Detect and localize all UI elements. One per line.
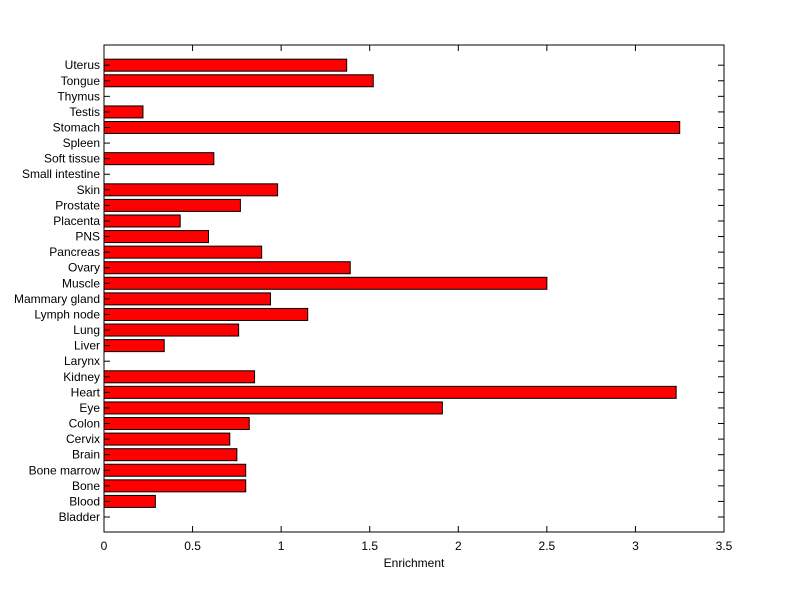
y-tick-label-ovary: Ovary bbox=[68, 261, 100, 275]
bar-mammary-gland bbox=[103, 292, 272, 306]
y-tick-label-muscle: Muscle bbox=[62, 276, 100, 290]
y-tick-label-kidney: Kidney bbox=[63, 370, 100, 384]
bar-pancreas bbox=[103, 245, 263, 259]
bar-bone-marrow bbox=[103, 463, 247, 477]
y-tick-label-eye: Eye bbox=[79, 401, 100, 415]
ticks-layer bbox=[103, 45, 725, 532]
y-tick-label-blood: Blood bbox=[69, 494, 100, 508]
y-tick-label-cervix: Cervix bbox=[66, 432, 100, 446]
x-tick-label-3: 1.5 bbox=[361, 539, 378, 553]
bar-ovary bbox=[103, 261, 351, 275]
bar-heart bbox=[103, 385, 677, 399]
y-tick-label-soft-tissue: Soft tissue bbox=[44, 152, 100, 166]
x-tick-label-0: 0 bbox=[101, 539, 108, 553]
x-tick-label-2: 1 bbox=[278, 539, 285, 553]
y-tick-label-small-intestine: Small intestine bbox=[22, 167, 100, 181]
x-tick-label-1: 0.5 bbox=[184, 539, 201, 553]
bar-kidney bbox=[103, 370, 256, 384]
bars-layer bbox=[103, 58, 681, 508]
bar-tongue bbox=[103, 74, 374, 88]
bar-colon bbox=[103, 417, 250, 431]
x-tick-label-4: 2 bbox=[455, 539, 462, 553]
y-tick-label-pancreas: Pancreas bbox=[49, 245, 100, 259]
y-tick-label-testis: Testis bbox=[69, 105, 100, 119]
y-tick-label-tongue: Tongue bbox=[61, 74, 101, 88]
bar-eye bbox=[103, 401, 443, 415]
bar-soft-tissue bbox=[103, 152, 215, 166]
y-tick-label-bone-marrow: Bone marrow bbox=[29, 463, 101, 477]
axes-frame bbox=[103, 44, 725, 533]
bar-stomach bbox=[103, 121, 681, 134]
bar-skin bbox=[103, 183, 279, 197]
bar-placenta bbox=[103, 214, 181, 228]
y-tick-label-larynx: Larynx bbox=[64, 354, 100, 368]
y-tick-label-stomach: Stomach bbox=[53, 121, 100, 135]
y-tick-label-prostate: Prostate bbox=[55, 198, 100, 212]
y-tick-label-bone: Bone bbox=[72, 479, 100, 493]
bar-lymph-node bbox=[103, 307, 309, 321]
x-axis-label: Enrichment bbox=[384, 556, 445, 570]
y-tick-label-placenta: Placenta bbox=[53, 214, 100, 228]
bar-uterus bbox=[103, 58, 348, 72]
y-tick-label-lung: Lung bbox=[73, 323, 100, 337]
bar-blood bbox=[103, 494, 156, 508]
x-tick-labels: 0 0.5 1 1.5 2 2.5 3 3.5 bbox=[101, 539, 733, 553]
bar-prostate bbox=[103, 198, 241, 212]
y-tick-label-brain: Brain bbox=[72, 448, 100, 462]
x-tick-label-6: 3 bbox=[632, 539, 639, 553]
bar-muscle bbox=[103, 276, 548, 290]
y-tick-label-heart: Heart bbox=[71, 385, 101, 399]
bar-liver bbox=[103, 339, 165, 353]
y-tick-label-colon: Colon bbox=[69, 417, 100, 431]
bar-cervix bbox=[103, 432, 231, 446]
y-tick-label-bladder: Bladder bbox=[59, 510, 100, 524]
bar-lung bbox=[103, 323, 240, 337]
bar-brain bbox=[103, 448, 238, 462]
y-tick-label-skin: Skin bbox=[77, 183, 100, 197]
x-tick-label-7: 3.5 bbox=[716, 539, 733, 553]
y-tick-label-lymph-node: Lymph node bbox=[34, 307, 100, 321]
y-tick-label-spleen: Spleen bbox=[63, 136, 100, 150]
bar-bone bbox=[103, 479, 247, 493]
y-tick-label-mammary-gland: Mammary gland bbox=[14, 292, 100, 306]
bar-pns bbox=[103, 230, 210, 244]
y-tick-label-liver: Liver bbox=[74, 339, 100, 353]
y-tick-label-pns: PNS bbox=[75, 230, 100, 244]
y-tick-label-uterus: Uterus bbox=[65, 58, 100, 72]
y-tick-label-thymus: Thymus bbox=[57, 89, 100, 103]
x-tick-label-5: 2.5 bbox=[539, 539, 556, 553]
